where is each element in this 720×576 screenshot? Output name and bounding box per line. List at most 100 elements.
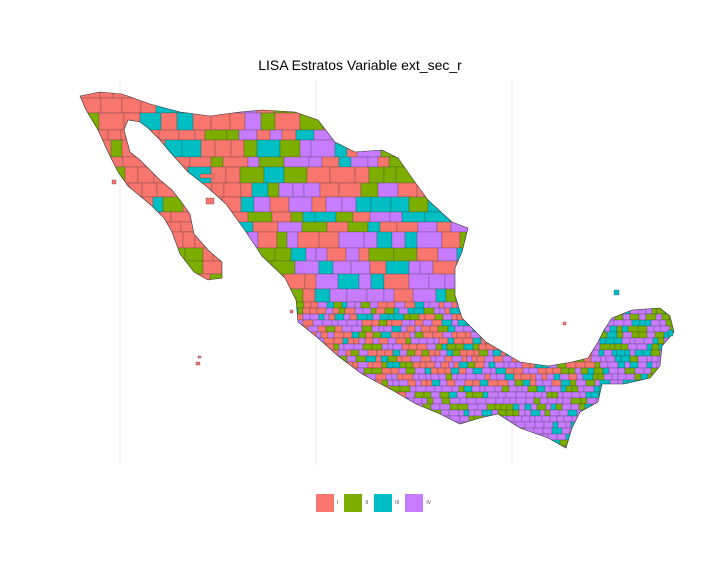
municipality-region bbox=[211, 301, 220, 309]
municipality-region bbox=[286, 379, 294, 387]
municipality-region bbox=[233, 403, 240, 411]
municipality-region bbox=[281, 445, 290, 448]
municipality-region bbox=[384, 307, 395, 315]
municipality-region bbox=[80, 433, 87, 441]
municipality-region bbox=[136, 337, 146, 345]
municipality-region bbox=[151, 361, 160, 369]
municipality-region bbox=[168, 427, 176, 435]
municipality-region bbox=[579, 231, 601, 249]
municipality-region bbox=[82, 373, 90, 381]
municipality-region bbox=[546, 166, 566, 184]
municipality-region bbox=[145, 156, 168, 168]
municipality-region bbox=[133, 421, 143, 429]
municipality-region bbox=[225, 439, 233, 447]
municipality-region bbox=[469, 92, 489, 99]
municipality-region bbox=[269, 415, 281, 423]
municipality-region bbox=[171, 349, 178, 357]
municipality-region bbox=[331, 319, 339, 327]
municipality-region bbox=[603, 349, 613, 357]
municipality-region bbox=[493, 415, 503, 423]
municipality-region bbox=[80, 319, 85, 327]
municipality-region bbox=[367, 349, 378, 357]
municipality-region bbox=[165, 166, 189, 184]
municipality-region bbox=[666, 403, 674, 411]
municipality-region bbox=[317, 301, 328, 309]
municipality-region bbox=[350, 439, 360, 447]
municipality-region bbox=[271, 439, 282, 447]
municipality-region bbox=[622, 92, 641, 99]
municipality-region bbox=[281, 397, 293, 405]
municipality-region bbox=[540, 331, 547, 339]
municipality-region bbox=[416, 97, 439, 114]
municipality-region bbox=[517, 433, 527, 441]
municipality-region bbox=[233, 427, 243, 435]
municipality-region bbox=[401, 439, 412, 447]
municipality-region bbox=[542, 445, 551, 448]
municipality-region bbox=[349, 313, 358, 321]
municipality-region bbox=[394, 421, 406, 429]
municipality-region bbox=[121, 439, 131, 447]
municipality-region bbox=[222, 367, 233, 375]
municipality-region bbox=[220, 421, 231, 429]
municipality-region bbox=[191, 421, 202, 429]
municipality-region bbox=[286, 288, 304, 303]
municipality-region bbox=[570, 403, 580, 411]
municipality-region bbox=[88, 313, 96, 321]
municipality-region bbox=[375, 421, 383, 429]
municipality-region bbox=[424, 367, 432, 375]
municipality-region bbox=[120, 433, 129, 441]
municipality-region bbox=[669, 349, 674, 357]
municipality-region bbox=[324, 355, 336, 363]
municipality-region bbox=[458, 427, 465, 435]
municipality-region bbox=[211, 379, 222, 387]
municipality-region bbox=[447, 337, 455, 345]
municipality-region bbox=[629, 349, 636, 357]
municipality-region bbox=[222, 361, 234, 369]
municipality-region bbox=[471, 439, 483, 447]
municipality-region bbox=[244, 343, 254, 351]
municipality-region bbox=[346, 355, 357, 363]
municipality-region bbox=[323, 337, 335, 345]
municipality-region bbox=[591, 439, 599, 447]
municipality-region bbox=[449, 403, 459, 411]
municipality-region bbox=[423, 307, 435, 315]
municipality-region bbox=[402, 433, 409, 441]
municipality-region bbox=[642, 273, 665, 290]
municipality-region bbox=[328, 391, 338, 399]
municipality-region bbox=[80, 379, 86, 387]
municipality-region bbox=[158, 361, 167, 369]
municipality-region bbox=[630, 139, 645, 158]
municipality-region bbox=[148, 355, 157, 363]
municipality-region bbox=[167, 247, 186, 262]
municipality-region bbox=[613, 385, 624, 393]
municipality-region bbox=[466, 313, 473, 321]
municipality-region bbox=[308, 367, 319, 375]
municipality-region bbox=[396, 427, 408, 435]
municipality-region bbox=[285, 97, 311, 114]
municipality-region bbox=[542, 313, 553, 321]
municipality-region bbox=[430, 391, 441, 399]
municipality-region bbox=[283, 403, 290, 411]
municipality-region bbox=[364, 337, 374, 345]
municipality-region bbox=[677, 362, 686, 368]
municipality-region bbox=[260, 319, 272, 327]
municipality-region bbox=[556, 361, 567, 369]
municipality-region bbox=[234, 385, 243, 393]
municipality-region bbox=[234, 337, 244, 345]
municipality-region bbox=[338, 343, 345, 351]
municipality-region bbox=[238, 415, 246, 423]
municipality-region bbox=[600, 433, 607, 441]
municipality-region bbox=[441, 421, 450, 429]
municipality-region bbox=[130, 92, 154, 99]
municipality-region bbox=[538, 325, 546, 333]
municipality-region bbox=[593, 433, 602, 441]
municipality-region bbox=[251, 92, 275, 99]
municipality-region bbox=[419, 433, 430, 441]
municipality-region bbox=[472, 343, 480, 351]
municipality-region bbox=[472, 337, 482, 345]
municipality-region bbox=[211, 97, 238, 114]
municipality-region bbox=[274, 247, 292, 262]
municipality-region bbox=[103, 421, 111, 429]
municipality-region bbox=[371, 343, 383, 351]
municipality-region bbox=[648, 156, 660, 168]
